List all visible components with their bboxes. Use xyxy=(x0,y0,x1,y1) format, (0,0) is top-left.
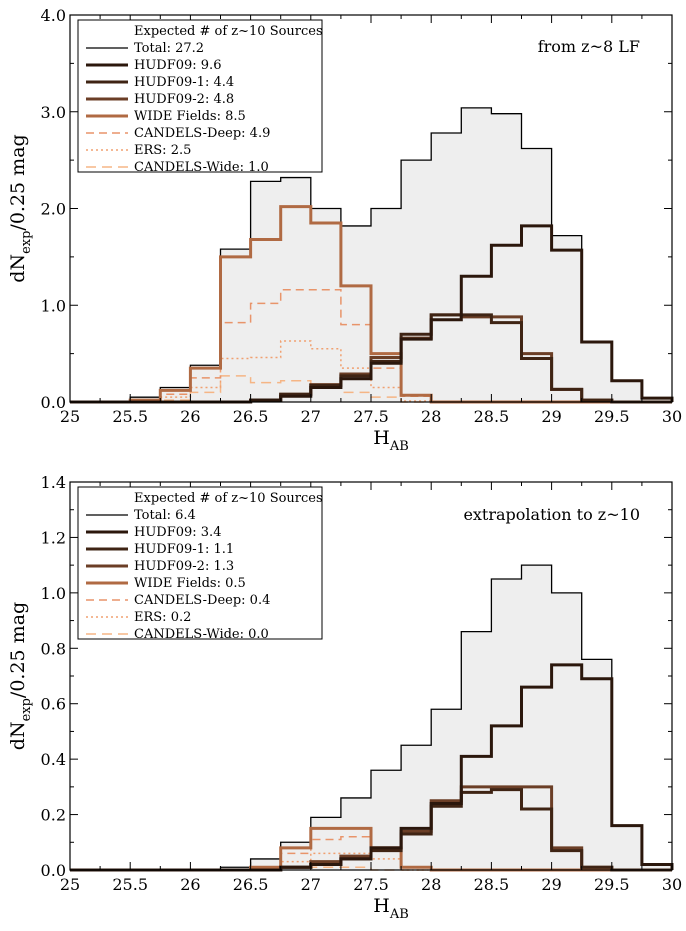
legend-title: Expected # of z~10 Sources xyxy=(134,491,323,506)
legend-box xyxy=(77,19,323,173)
legend-label-hudf09-2: HUDF09-2: 1.3 xyxy=(134,559,234,574)
y-tick-label: 0.4 xyxy=(41,750,66,769)
legend-label-hudf09-1: HUDF09-1: 4.4 xyxy=(134,75,234,90)
y-tick-label: 1.0 xyxy=(41,296,66,315)
legend-label-candels-deep: CANDELS-Deep: 0.4 xyxy=(134,593,270,608)
legend-label-candels-wide: CANDELS-Wide: 0.0 xyxy=(134,627,269,642)
x-tick-label: 26 xyxy=(180,875,200,894)
legend-label-candels-deep: CANDELS-Deep: 4.9 xyxy=(134,126,270,141)
x-tick-label: 27 xyxy=(301,407,321,426)
y-tick-label: 0.0 xyxy=(41,861,66,880)
y-tick-label: 3.0 xyxy=(41,103,66,122)
x-tick-label: 27 xyxy=(301,875,321,894)
legend-label-total: Total: 6.4 xyxy=(134,508,196,523)
x-tick-label: 26.5 xyxy=(233,407,269,426)
x-tick-label: 29.5 xyxy=(594,875,630,894)
x-tick-label: 25.5 xyxy=(112,407,148,426)
x-tick-label: 27.5 xyxy=(353,875,389,894)
y-tick-label: 4.0 xyxy=(41,6,66,25)
y-axis-label: dNexp/0.25 mag xyxy=(7,602,34,750)
legend-label-total: Total: 27.2 xyxy=(134,41,204,56)
legend-label-ers: ERS: 0.2 xyxy=(134,610,191,625)
legend-title: Expected # of z~10 Sources xyxy=(134,24,323,39)
x-tick-label: 28 xyxy=(421,407,441,426)
x-tick-label: 25 xyxy=(60,407,80,426)
x-tick-label: 28 xyxy=(421,875,441,894)
panel-annotation: extrapolation to z~10 xyxy=(463,505,640,524)
legend-label-hudf09-2: HUDF09-2: 4.8 xyxy=(134,92,234,107)
x-tick-label: 26 xyxy=(180,407,200,426)
x-tick-label: 26.5 xyxy=(233,875,269,894)
legend-label-hudf09: HUDF09: 9.6 xyxy=(134,58,221,73)
series-line-ers xyxy=(70,340,672,403)
x-axis-label: HAB xyxy=(373,895,409,922)
legend-label-wide: WIDE Fields: 0.5 xyxy=(134,576,246,591)
x-tick-label: 28.5 xyxy=(474,875,510,894)
x-tick-label: 29.5 xyxy=(594,407,630,426)
legend-label-hudf09-1: HUDF09-1: 1.1 xyxy=(134,542,234,557)
y-tick-label: 2.0 xyxy=(41,200,66,219)
y-tick-label: 1.0 xyxy=(41,584,66,603)
x-tick-label: 28.5 xyxy=(474,407,510,426)
top-panel: 25 25.5 26 26.5 27 27.5 28 28.5 29 29.5 30 0.0 1.0 2.… xyxy=(7,6,682,454)
x-tick-label: 29 xyxy=(541,875,561,894)
legend-label-candels-wide: CANDELS-Wide: 1.0 xyxy=(134,160,269,175)
y-tick-label: 0.8 xyxy=(41,639,66,658)
legend: Expected # of z~10 Sources Total: 6.4 HUDF… xyxy=(77,486,323,642)
y-tick-label: 1.4 xyxy=(41,473,66,492)
bottom-panel: 25 25.5 26 26.5 27 27.5 28 28.5 29 29.5 30 0.0 0.2 0.… xyxy=(7,473,682,922)
legend-label-hudf09: HUDF09: 3.4 xyxy=(134,525,221,540)
y-tick-label: 0.2 xyxy=(41,806,66,825)
x-tick-label: 27.5 xyxy=(353,407,389,426)
legend: Expected # of z~10 Sources Total: 27.2 HUD… xyxy=(77,19,323,175)
x-tick-label: 30 xyxy=(662,407,682,426)
y-tick-label: 0.0 xyxy=(41,393,66,412)
x-axis-label: HAB xyxy=(373,427,409,454)
y-tick-label: 1.2 xyxy=(41,528,66,547)
legend-label-wide: WIDE Fields: 8.5 xyxy=(134,109,246,124)
panel-annotation: from z~8 LF xyxy=(538,37,640,56)
x-tick-label: 30 xyxy=(662,875,682,894)
legend-box xyxy=(77,486,323,640)
legend-label-ers: ERS: 2.5 xyxy=(134,143,191,158)
x-tick-label: 25.5 xyxy=(112,875,148,894)
y-axis-label: dNexp/0.25 mag xyxy=(7,134,34,282)
x-tick-label: 29 xyxy=(541,407,561,426)
y-tick-label: 0.6 xyxy=(41,695,66,714)
x-tick-label: 25 xyxy=(60,875,80,894)
